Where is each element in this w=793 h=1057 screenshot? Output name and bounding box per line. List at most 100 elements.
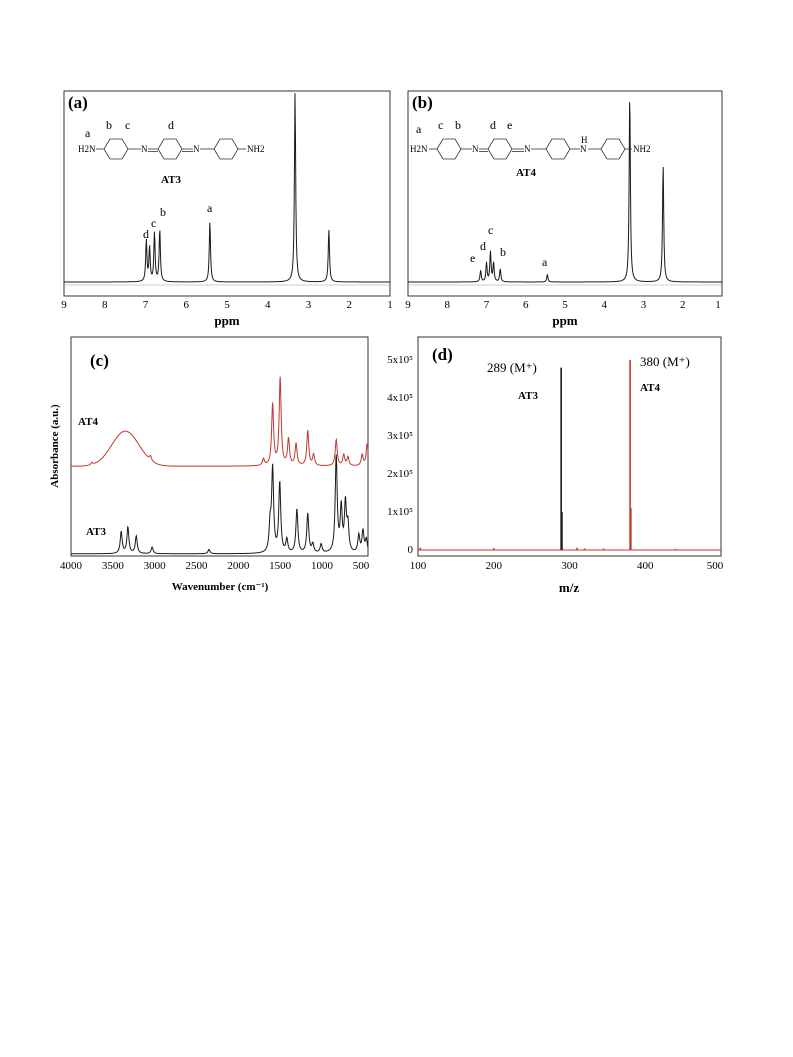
benzene-ring [600, 138, 626, 160]
panel-b: (b) 9 8 7 6 5 4 3 2 1 ppm [405, 90, 723, 328]
quinoid-ring [157, 138, 183, 160]
tick-label: 8 [445, 299, 451, 311]
tick-label: 6 [184, 299, 190, 311]
peak-label: d [480, 239, 486, 253]
struct-letter: e [507, 118, 512, 132]
annotation-380: 380 (M⁺) [640, 354, 690, 369]
struct-letter: a [85, 126, 91, 140]
series-label-AT3: AT3 [518, 390, 538, 402]
struct-group: H [581, 135, 588, 145]
panel-a-xlabel: ppm [214, 313, 239, 328]
struct-letter: c [438, 118, 443, 132]
struct-group: H2N [410, 144, 428, 154]
peak-label: d [143, 227, 149, 241]
tick-label: 1 [715, 299, 721, 311]
tick-label: 4x10⁵ [387, 392, 413, 404]
benzene-ring [103, 138, 129, 160]
tick-label: 1 [387, 299, 393, 311]
structure-AT4 [429, 138, 632, 160]
tick-label: 7 [143, 299, 149, 311]
panel-b-frame [407, 90, 723, 297]
tick-label: 100 [410, 560, 427, 572]
tick-label: 6 [523, 299, 529, 311]
benzene-ring [213, 138, 239, 160]
structure-AT3 [96, 138, 246, 160]
compound-label-AT4: AT4 [516, 167, 536, 179]
tick-label: 2 [680, 299, 686, 311]
peak-label: a [542, 255, 548, 269]
struct-group: N [141, 144, 148, 154]
panel-c-label: (c) [90, 351, 109, 370]
tick-label: 3000 [144, 560, 167, 572]
tick-label: 1000 [311, 560, 334, 572]
series-AT4-nmr-line [408, 102, 722, 283]
panel-a-frame [63, 90, 391, 297]
tick-label: 3x10⁵ [387, 430, 413, 442]
panel-a-xticks: 9 8 7 6 5 4 3 2 1 [61, 299, 393, 311]
series-label-AT3: AT3 [86, 526, 106, 538]
panel-b-label: (b) [412, 93, 433, 112]
panel-b-xlabel: ppm [552, 313, 577, 328]
panel-d-label: (d) [432, 345, 453, 364]
peak-label: c [151, 216, 156, 230]
struct-letter: b [106, 118, 112, 132]
annotation-289: 289 (M⁺) [487, 360, 537, 375]
struct-group: H2N [78, 144, 96, 154]
panel-d-yticks: 0 1x10⁵ 2x10⁵ 3x10⁵ 4x10⁵ 5x10⁵ [387, 354, 413, 556]
panel-c-ylabel: Absorbance (a.u.) [49, 404, 61, 488]
panel-d: (d) 0 1x10⁵ 2x10⁵ 3x10⁵ 4x10⁵ 5x10⁵ 100 … [387, 336, 724, 595]
tick-label: 3 [641, 299, 647, 311]
tick-label: 5 [562, 299, 568, 311]
series-label-AT4: AT4 [640, 382, 660, 394]
struct-letter: b [455, 118, 461, 132]
peak-label: b [160, 205, 166, 219]
peak-label: a [207, 201, 213, 215]
peak-label: c [488, 223, 493, 237]
tick-label: 2x10⁵ [387, 468, 413, 480]
struct-group: N [193, 144, 200, 154]
panel-c: (c) Absorbance (a.u.) 4000 3500 3000 250… [49, 336, 370, 593]
panel-a: (a) 9 8 7 6 5 4 3 2 1 ppm H2N [61, 90, 393, 328]
panel-d-frame [417, 336, 722, 557]
tick-label: 5 [224, 299, 230, 311]
panel-c-xlabel: Wavenumber (cm⁻¹) [172, 581, 269, 593]
quinoid-ring [487, 138, 513, 160]
tick-label: 7 [484, 299, 490, 311]
compound-label-AT3: AT3 [161, 174, 181, 186]
tick-label: 1500 [269, 560, 292, 572]
struct-group: N [580, 144, 587, 154]
series-AT4-ir-line [71, 376, 369, 467]
struct-letter: d [490, 118, 496, 132]
panel-c-frame [70, 336, 369, 557]
tick-label: 3500 [102, 560, 125, 572]
tick-label: 9 [61, 299, 67, 311]
tick-label: 2 [347, 299, 353, 311]
tick-label: 3 [306, 299, 312, 311]
struct-letter: a [416, 122, 422, 136]
tick-label: 9 [405, 299, 411, 311]
struct-group: NH2 [247, 144, 265, 154]
panel-c-xticks: 4000 3500 3000 2500 2000 1500 1000 500 [60, 560, 370, 572]
panel-d-xticks: 100 200 300 400 500 [410, 560, 724, 572]
struct-letter: d [168, 118, 174, 132]
tick-label: 4 [265, 299, 271, 311]
benzene-ring [436, 138, 462, 160]
peak-label: e [470, 251, 475, 265]
series-AT3-ir-line [71, 454, 369, 555]
struct-group: N [524, 144, 531, 154]
ms-bars [418, 360, 721, 551]
struct-group: N [472, 144, 479, 154]
tick-label: 300 [561, 560, 578, 572]
tick-label: 500 [353, 560, 370, 572]
panel-d-xlabel: m/z [559, 580, 579, 595]
tick-label: 0 [408, 544, 414, 556]
tick-label: 4 [602, 299, 608, 311]
panel-a-label: (a) [68, 93, 88, 112]
tick-label: 2000 [227, 560, 250, 572]
series-AT3-nmr-line [64, 93, 390, 283]
panel-b-xticks: 9 8 7 6 5 4 3 2 1 [405, 299, 721, 311]
tick-label: 2500 [185, 560, 208, 572]
tick-label: 8 [102, 299, 108, 311]
tick-label: 1x10⁵ [387, 506, 413, 518]
